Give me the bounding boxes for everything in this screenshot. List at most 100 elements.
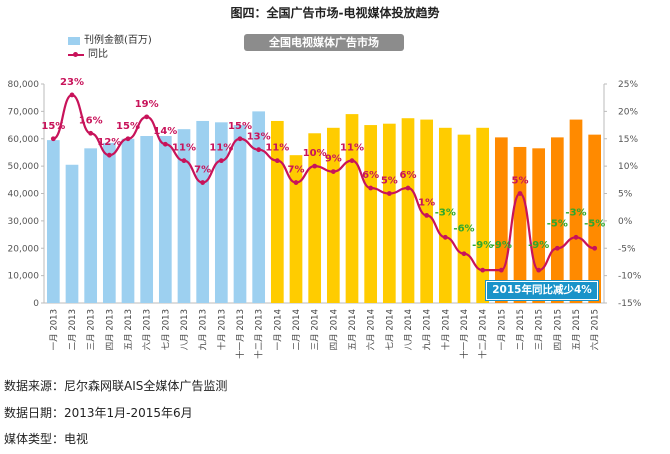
line-point	[50, 136, 56, 142]
data-label: -5%	[547, 218, 568, 229]
data-label: 15%	[228, 121, 252, 132]
legend-swatch-line	[68, 52, 84, 57]
x-tick-label: 一月 2014	[273, 309, 283, 350]
y-right-tick-label: 15%	[618, 135, 638, 145]
note-date-range: 数据日期：2013年1月-2015年6月	[4, 406, 193, 420]
bar	[382, 123, 396, 303]
bar	[158, 136, 172, 303]
callout-badge: 2015年同比减少4%	[486, 281, 598, 300]
chart-legend: 刊例金额(百万) 同比	[68, 34, 152, 62]
legend-item-bar: 刊例金额(百万)	[68, 34, 152, 48]
x-tick-label: 十月 2013	[216, 309, 227, 350]
bar	[457, 134, 471, 303]
line-point	[442, 234, 448, 240]
bar	[420, 119, 434, 304]
line-point	[88, 130, 94, 136]
data-label: 7%	[194, 165, 211, 176]
x-tick-label: 三月 2014	[311, 309, 321, 350]
bar	[102, 142, 116, 303]
bar	[289, 155, 303, 303]
line-point	[424, 213, 430, 218]
chart-title: 全国电视媒体广告市场	[244, 34, 404, 51]
y-left-tick-label: 0	[33, 299, 39, 309]
x-tick-label: 五月 2015	[572, 309, 582, 350]
x-tick-label: 十一月 2013	[235, 309, 246, 359]
data-label: 14%	[153, 126, 177, 137]
bar	[494, 137, 508, 303]
y-right-tick-label: 20%	[618, 107, 638, 117]
y-left-tick-label: 60,000	[8, 135, 40, 145]
data-label: 9%	[325, 154, 342, 165]
line-point	[293, 180, 299, 185]
y-left-tick-label: 70,000	[8, 107, 40, 117]
line-point	[349, 158, 355, 164]
data-label: 7%	[288, 165, 305, 176]
data-label: -6%	[453, 224, 474, 235]
y-right-tick-label: 10%	[618, 162, 638, 172]
x-tick-label: 五月 2013	[124, 309, 134, 350]
line-point	[368, 185, 374, 191]
line-point	[256, 147, 262, 153]
data-label: 11%	[265, 143, 289, 154]
x-tick-label: 二月 2015	[516, 309, 526, 350]
x-tick-label: 三月 2015	[535, 309, 545, 350]
line-point	[480, 267, 486, 273]
bar	[84, 148, 98, 303]
line-point	[200, 180, 206, 185]
y-left-tick-label: 10,000	[8, 272, 40, 282]
line-point	[312, 163, 318, 169]
y-left-tick-label: 80,000	[8, 80, 40, 90]
legend-item-line: 同比	[68, 48, 152, 62]
line-point	[106, 152, 112, 158]
bar	[588, 134, 602, 303]
line-point	[573, 234, 579, 240]
data-label: 11%	[172, 143, 196, 154]
x-tick-label: 十月 2014	[440, 309, 451, 350]
line-point	[69, 92, 75, 98]
line-point	[237, 136, 243, 142]
y-left-tick-label: 20,000	[8, 244, 40, 254]
data-label: 6%	[400, 170, 417, 181]
line-point	[386, 191, 392, 196]
y-right-tick-label: 0%	[618, 217, 633, 227]
data-label: 23%	[60, 77, 84, 88]
x-tick-label: 七月 2013	[161, 309, 171, 350]
y-left-tick-label: 50,000	[8, 162, 40, 172]
legend-label-bar: 刊例金额(百万)	[84, 35, 152, 46]
y-right-tick-label: -15%	[618, 299, 642, 309]
y-right-tick-label: 5%	[618, 190, 633, 200]
x-tick-label: 一月 2015	[497, 309, 507, 350]
data-label: 1%	[418, 197, 435, 208]
x-tick-label: 八月 2013	[180, 309, 190, 350]
chart-plot: 0 10,000 20,000 30,000 40,000 50,000 60,000 70,…	[8, 77, 642, 359]
data-label: 10%	[303, 148, 327, 159]
x-tick-label: 六月 2013	[142, 309, 153, 350]
data-label: 15%	[116, 121, 140, 132]
bar	[270, 120, 284, 303]
data-label: -5%	[584, 218, 605, 229]
x-tick-label: 一月 2013	[49, 309, 59, 350]
legend-swatch-bar	[68, 37, 80, 45]
x-tick-label: 二月 2014	[292, 309, 302, 350]
bar	[121, 138, 135, 303]
x-tick-label: 五月 2014	[348, 309, 358, 350]
x-tick-label: 七月 2014	[385, 309, 395, 350]
line-point	[498, 267, 504, 273]
bar	[65, 164, 79, 303]
bar	[569, 119, 583, 304]
data-label: 11%	[340, 143, 364, 154]
x-tick-label: 四月 2014	[329, 309, 339, 350]
line-point	[592, 245, 598, 251]
bar	[177, 129, 191, 303]
data-label: 13%	[247, 132, 271, 143]
line-point	[517, 191, 523, 196]
x-tick-label: 九月 2013	[199, 309, 209, 350]
bar	[46, 140, 60, 303]
line-point	[181, 158, 187, 164]
data-label: -9%	[491, 240, 512, 251]
data-label: 6%	[362, 170, 379, 181]
data-label: -3%	[565, 207, 586, 218]
bar	[476, 127, 490, 303]
y-right-tick-label: -10%	[618, 272, 642, 282]
x-tick-label: 六月 2015	[590, 309, 601, 350]
